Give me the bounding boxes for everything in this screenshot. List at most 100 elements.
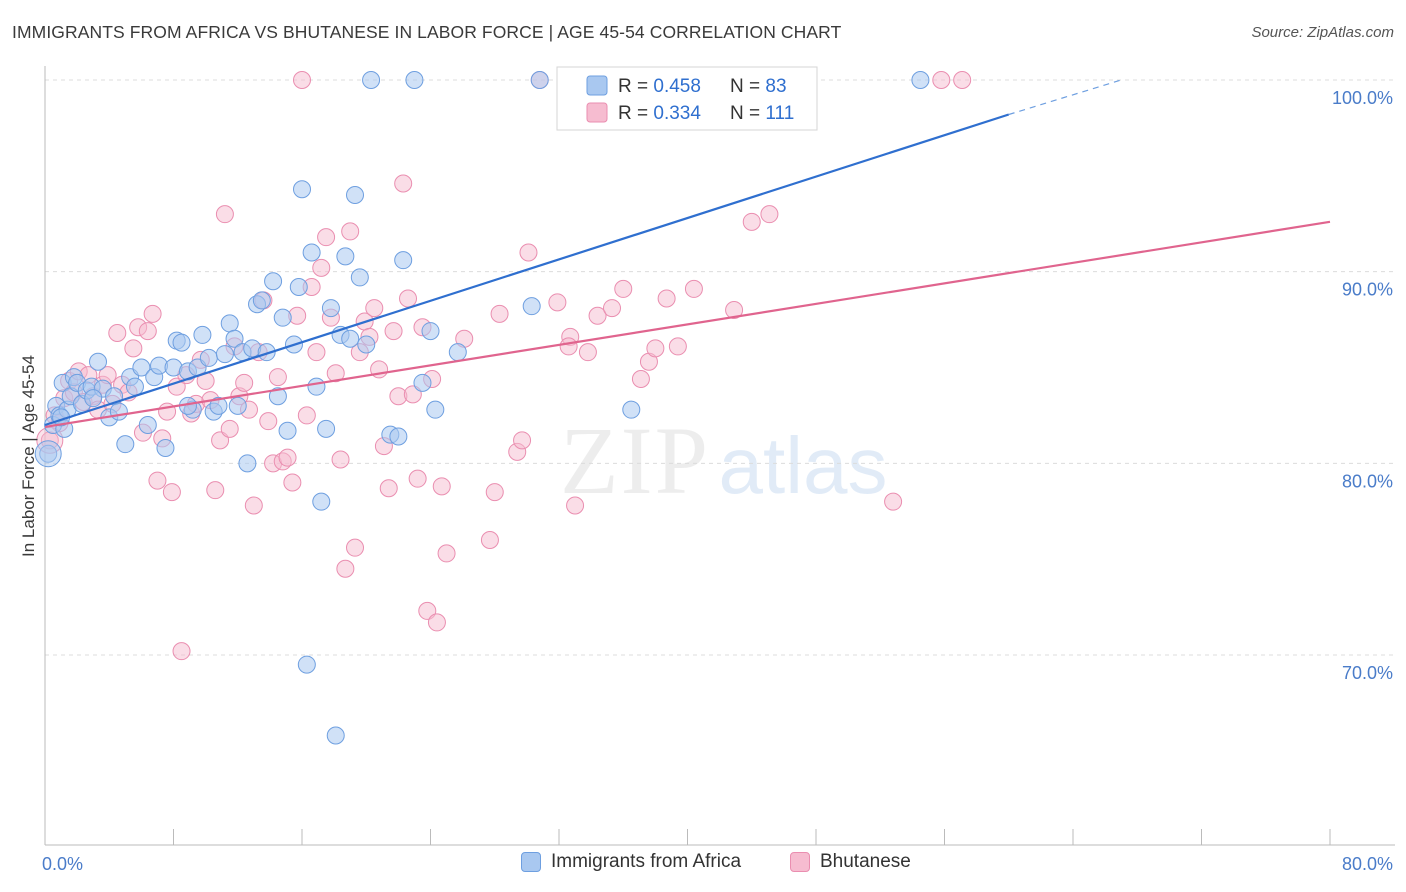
data-point-immigrants-africa [312, 492, 331, 511]
data-point-immigrants-africa [522, 297, 541, 316]
data-point-bhutanese [566, 496, 585, 515]
data-point-immigrants-africa [193, 325, 212, 344]
chart-title: IMMIGRANTS FROM AFRICA VS BHUTANESE IN L… [12, 22, 842, 42]
data-point-bhutanese [220, 419, 239, 438]
legend-swatch-immigrants-africa [521, 852, 541, 872]
data-point-immigrants-africa [132, 358, 151, 377]
legend-swatch-blue [586, 75, 608, 96]
data-point-bhutanese [206, 481, 225, 500]
data-point-immigrants-africa [252, 291, 271, 310]
grid-lines [45, 79, 1395, 656]
data-point-bhutanese [427, 613, 446, 632]
tick-labels: 70.0% 80.0% 90.0% 100.0% 0.0% 80.0% [42, 88, 1393, 874]
watermark-atlas: atlas [719, 421, 888, 510]
data-point-immigrants-africa [238, 454, 257, 473]
data-point-immigrants-africa [326, 726, 345, 745]
data-point-bhutanese [235, 373, 254, 392]
data-point-immigrants-africa [911, 71, 930, 89]
data-point-immigrants-africa [336, 247, 355, 266]
data-point-bhutanese [548, 293, 567, 312]
data-point-immigrants-africa [413, 373, 432, 392]
svg-text:N = 83: N = 83 [730, 76, 787, 97]
data-point-immigrants-africa [622, 400, 641, 419]
data-point-bhutanese [244, 496, 263, 515]
x-tick-label: 80.0% [1342, 854, 1393, 874]
y-tick-label: 100.0% [1332, 88, 1393, 108]
data-point-immigrants-africa [293, 180, 311, 199]
data-point-immigrants-africa [426, 400, 445, 419]
data-point-immigrants-africa [405, 71, 424, 89]
data-point-immigrants-africa [307, 377, 326, 396]
data-point-bhutanese [631, 370, 650, 388]
data-point-immigrants-africa [209, 396, 228, 415]
data-point-bhutanese [513, 431, 532, 450]
data-point-bhutanese [167, 377, 186, 396]
data-point-bhutanese [394, 174, 413, 193]
legend-pink-n-value: 111 [765, 103, 794, 124]
data-point-immigrants-africa [199, 348, 218, 367]
data-point-immigrants-africa [225, 329, 244, 348]
data-point-immigrants-africa [278, 421, 297, 440]
data-point-immigrants-africa [138, 416, 157, 434]
stats-legend: R = 0.458 N = 83 R = 0.334 N = 111 [556, 66, 818, 131]
y-tick-label: 70.0% [1342, 663, 1393, 683]
data-point-bhutanese [418, 601, 437, 620]
source-label: Source: ZipAtlas.com [1251, 24, 1394, 41]
data-point-immigrants-africa [530, 71, 549, 89]
data-point-immigrants-africa [362, 71, 381, 89]
x-tick-label: 0.0% [42, 854, 83, 874]
legend-swatch-bhutanese [790, 852, 810, 872]
data-point-bhutanese [657, 289, 676, 308]
data-point-bhutanese [148, 471, 167, 490]
svg-text:R = 0.458: R = 0.458 [618, 76, 701, 97]
data-point-bhutanese [268, 368, 287, 387]
data-point-bhutanese [108, 324, 127, 342]
data-point-bhutanese [725, 301, 744, 319]
data-point-immigrants-africa [257, 343, 276, 362]
data-point-immigrants-africa [172, 333, 191, 352]
data-point-bhutanese [307, 343, 326, 362]
data-point-immigrants-africa [34, 440, 62, 468]
data-point-immigrants-africa [125, 377, 144, 396]
data-point-immigrants-africa [321, 299, 340, 318]
watermark-zip: ZIP [560, 407, 710, 514]
svg-text:R = 0.334: R = 0.334 [618, 103, 701, 124]
series-legend: Immigrants from Africa Bhutanese [0, 851, 1406, 877]
data-point-bhutanese [283, 473, 302, 492]
y-tick-label: 80.0% [1342, 471, 1393, 491]
svg-text:N = 111: N = 111 [730, 103, 794, 124]
data-point-immigrants-africa [84, 389, 103, 408]
data-point-immigrants-africa [220, 314, 239, 333]
data-point-bhutanese [485, 483, 504, 502]
watermark: ZIP atlas [560, 407, 887, 514]
data-point-bhutanese [124, 339, 143, 358]
data-point-bhutanese [365, 299, 384, 318]
data-point-bhutanese [603, 299, 622, 318]
data-point-immigrants-africa [116, 435, 135, 454]
data-point-bhutanese [953, 71, 972, 89]
data-point-bhutanese [384, 322, 403, 341]
data-point-immigrants-africa [389, 427, 408, 446]
data-point-bhutanese [331, 450, 350, 469]
data-point-bhutanese [519, 243, 538, 262]
data-point-immigrants-africa [273, 308, 292, 327]
legend-pink-r-value: 0.334 [653, 103, 701, 124]
data-point-immigrants-africa [89, 352, 108, 371]
data-point-immigrants-africa [341, 329, 360, 348]
trend-line-immigrants-africa [44, 113, 1010, 427]
data-point-bhutanese [341, 222, 360, 241]
data-point-immigrants-africa [350, 268, 369, 287]
data-point-bhutanese [297, 406, 316, 425]
data-point-bhutanese [403, 385, 422, 404]
data-point-immigrants-africa [448, 343, 467, 362]
trend-line-immigrants-africa-extension [1008, 79, 1122, 116]
legend-blue-r-value: 0.458 [653, 76, 701, 97]
data-point-bhutanese [326, 364, 345, 383]
data-point-bhutanese [143, 304, 162, 323]
data-point-immigrants-africa [357, 335, 376, 354]
data-point-immigrants-africa [109, 402, 128, 421]
legend-blue-n-value: 83 [765, 76, 786, 97]
trend-line-bhutanese [44, 220, 1331, 429]
data-point-bhutanese [172, 642, 191, 661]
data-point-bhutanese [578, 343, 597, 362]
